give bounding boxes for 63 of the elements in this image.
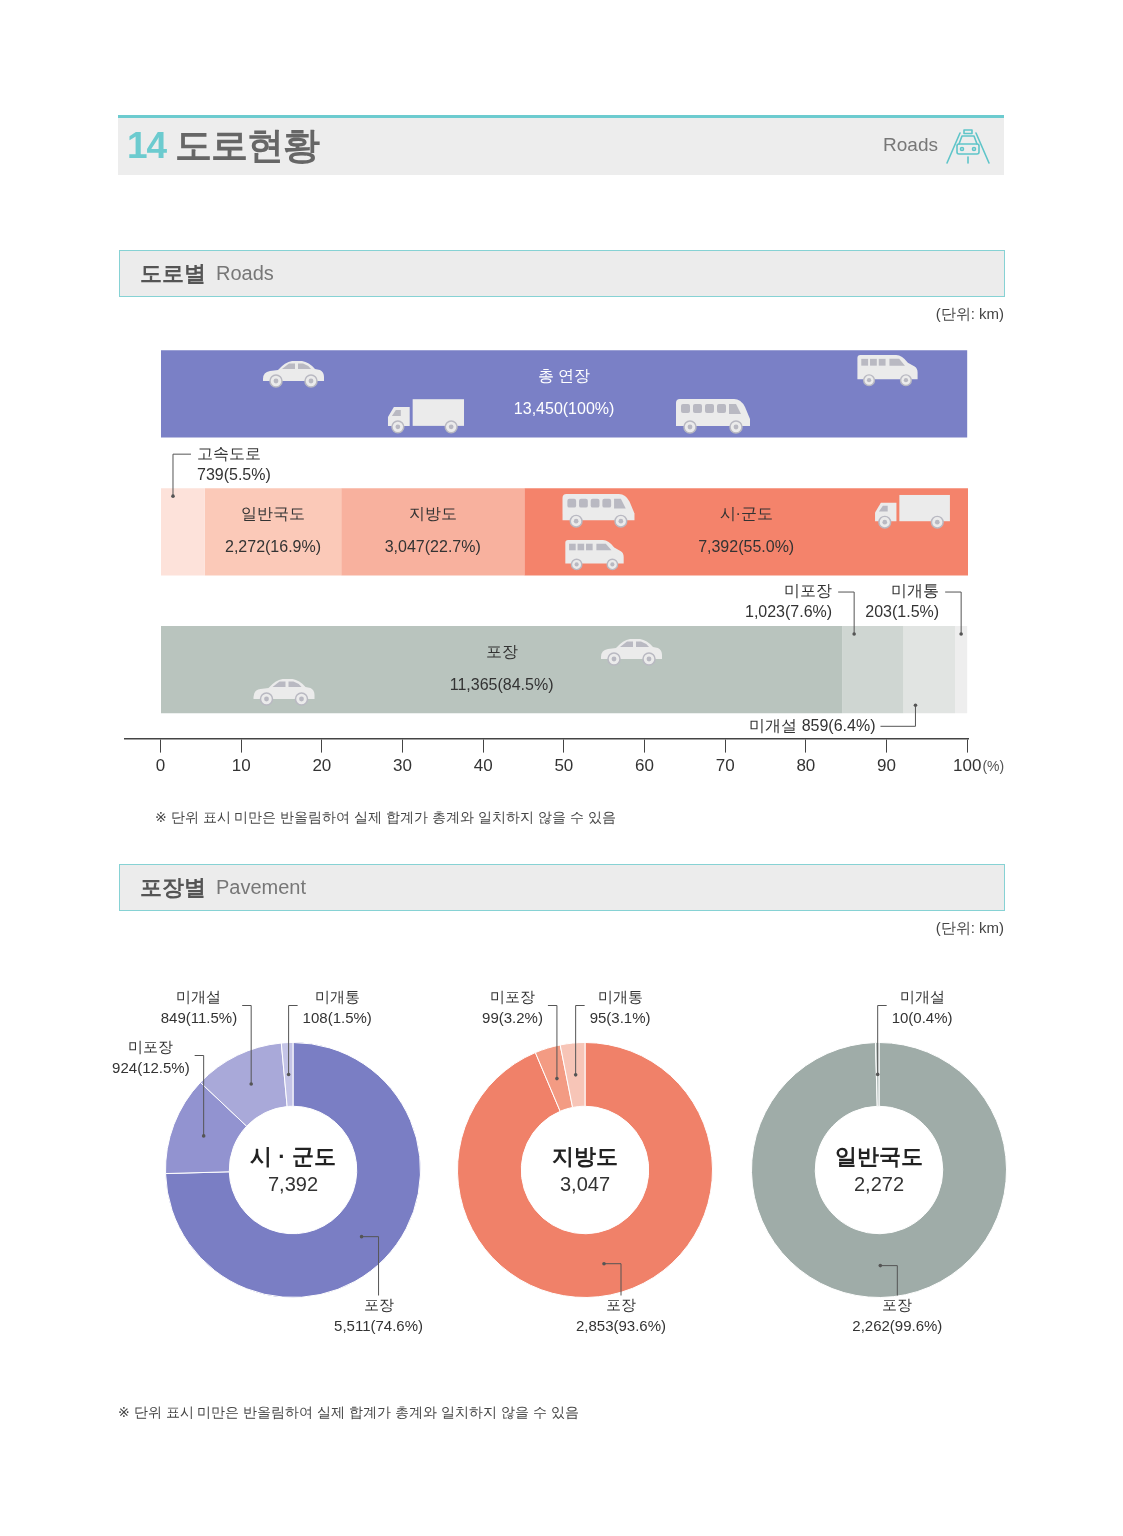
- data-label: 2,262(99.6%): [852, 1316, 943, 1334]
- text: (단위: km): [935, 305, 1004, 323]
- data-label: 99(3.2%): [482, 1008, 543, 1026]
- x-tick-label: 50: [554, 756, 574, 776]
- data-label: 203(1.5%): [865, 603, 940, 621]
- series-label: 미포장: [784, 582, 833, 600]
- data-label: 13,450(100%): [513, 400, 615, 418]
- text: 지방도: [552, 1144, 618, 1170]
- slice-label: 미개설: [176, 987, 222, 1005]
- slice-label: 포장: [363, 1295, 394, 1313]
- series-label: 미개통: [891, 582, 940, 600]
- data-label: 3,047(22.7%): [384, 538, 481, 556]
- slice-label: 미개통: [597, 987, 643, 1005]
- series-label: 포장: [485, 643, 518, 661]
- text: ※ 단위 표시 미만은 반올림하여 실제 합계가 총계와 일치하지 않을 수 있음: [155, 808, 616, 826]
- x-tick-label: 10: [231, 756, 251, 776]
- x-tick-label: 60: [635, 756, 654, 776]
- x-tick-label: 90: [877, 756, 896, 776]
- slice-label: 미포장: [128, 1037, 174, 1055]
- x-tick-label: 30: [393, 756, 412, 776]
- x-tick-label: 20: [312, 756, 332, 776]
- data-label: 849(11.5%): [160, 1008, 238, 1026]
- data-label: 7,392(55.0%): [698, 538, 795, 556]
- data-label: 924(12.5%): [112, 1058, 190, 1076]
- text: 7,392: [267, 1172, 319, 1195]
- text: Roads: [883, 133, 938, 157]
- data-label: 10(0.4%): [891, 1008, 953, 1026]
- text: 14 도로현황: [127, 124, 320, 168]
- series-label: 시·군도: [719, 505, 773, 523]
- data-label: 11,365(84.5%): [449, 676, 554, 694]
- series-label: 총 연장: [537, 367, 591, 385]
- text: 일반국도: [835, 1144, 923, 1170]
- slice-label: 포장: [882, 1295, 913, 1313]
- series-label: 지방도: [408, 505, 457, 523]
- text: 시 · 군도: [250, 1144, 336, 1170]
- x-tick-label: 0: [155, 756, 166, 776]
- slice-label: 미포장: [489, 987, 535, 1005]
- data-label: 108(1.5%): [302, 1008, 372, 1026]
- slice-label: 미개통: [314, 987, 360, 1005]
- series-label: 고속도로: [196, 444, 261, 462]
- text: 미개설 859(6.4%): [749, 716, 876, 734]
- text: 3,047: [559, 1172, 611, 1195]
- data-label: 2,853(93.6%): [575, 1316, 667, 1334]
- text: 포장별: [140, 873, 206, 902]
- data-label: 739(5.5%): [196, 465, 271, 483]
- data-label: 2,272(16.9%): [225, 538, 322, 556]
- chart-title: 도로별: [140, 259, 206, 288]
- series-label: 일반국도: [241, 505, 306, 523]
- slice-label: 미개설: [899, 987, 945, 1005]
- x-tick-label: 100: [953, 756, 982, 776]
- chart-subtitle: Roads: [216, 262, 274, 285]
- x-tick-label: 80: [796, 756, 816, 776]
- x-axis-title: (%): [982, 758, 1005, 775]
- slice-label: 포장: [606, 1295, 636, 1313]
- x-tick-label: 70: [715, 756, 735, 776]
- data-label: 95(3.1%): [589, 1008, 651, 1026]
- x-tick-label: 40: [473, 756, 493, 776]
- text: 2,272: [853, 1172, 905, 1195]
- data-label: 1,023(7.6%): [744, 603, 833, 621]
- data-label: 5,511(74.6%): [334, 1316, 424, 1334]
- text: (단위: km): [935, 919, 1004, 937]
- text: ※ 단위 표시 미만은 반올림하여 실제 합계가 총계와 일치하지 않을 수 있음: [118, 1403, 579, 1421]
- text: Pavement: [216, 876, 307, 899]
